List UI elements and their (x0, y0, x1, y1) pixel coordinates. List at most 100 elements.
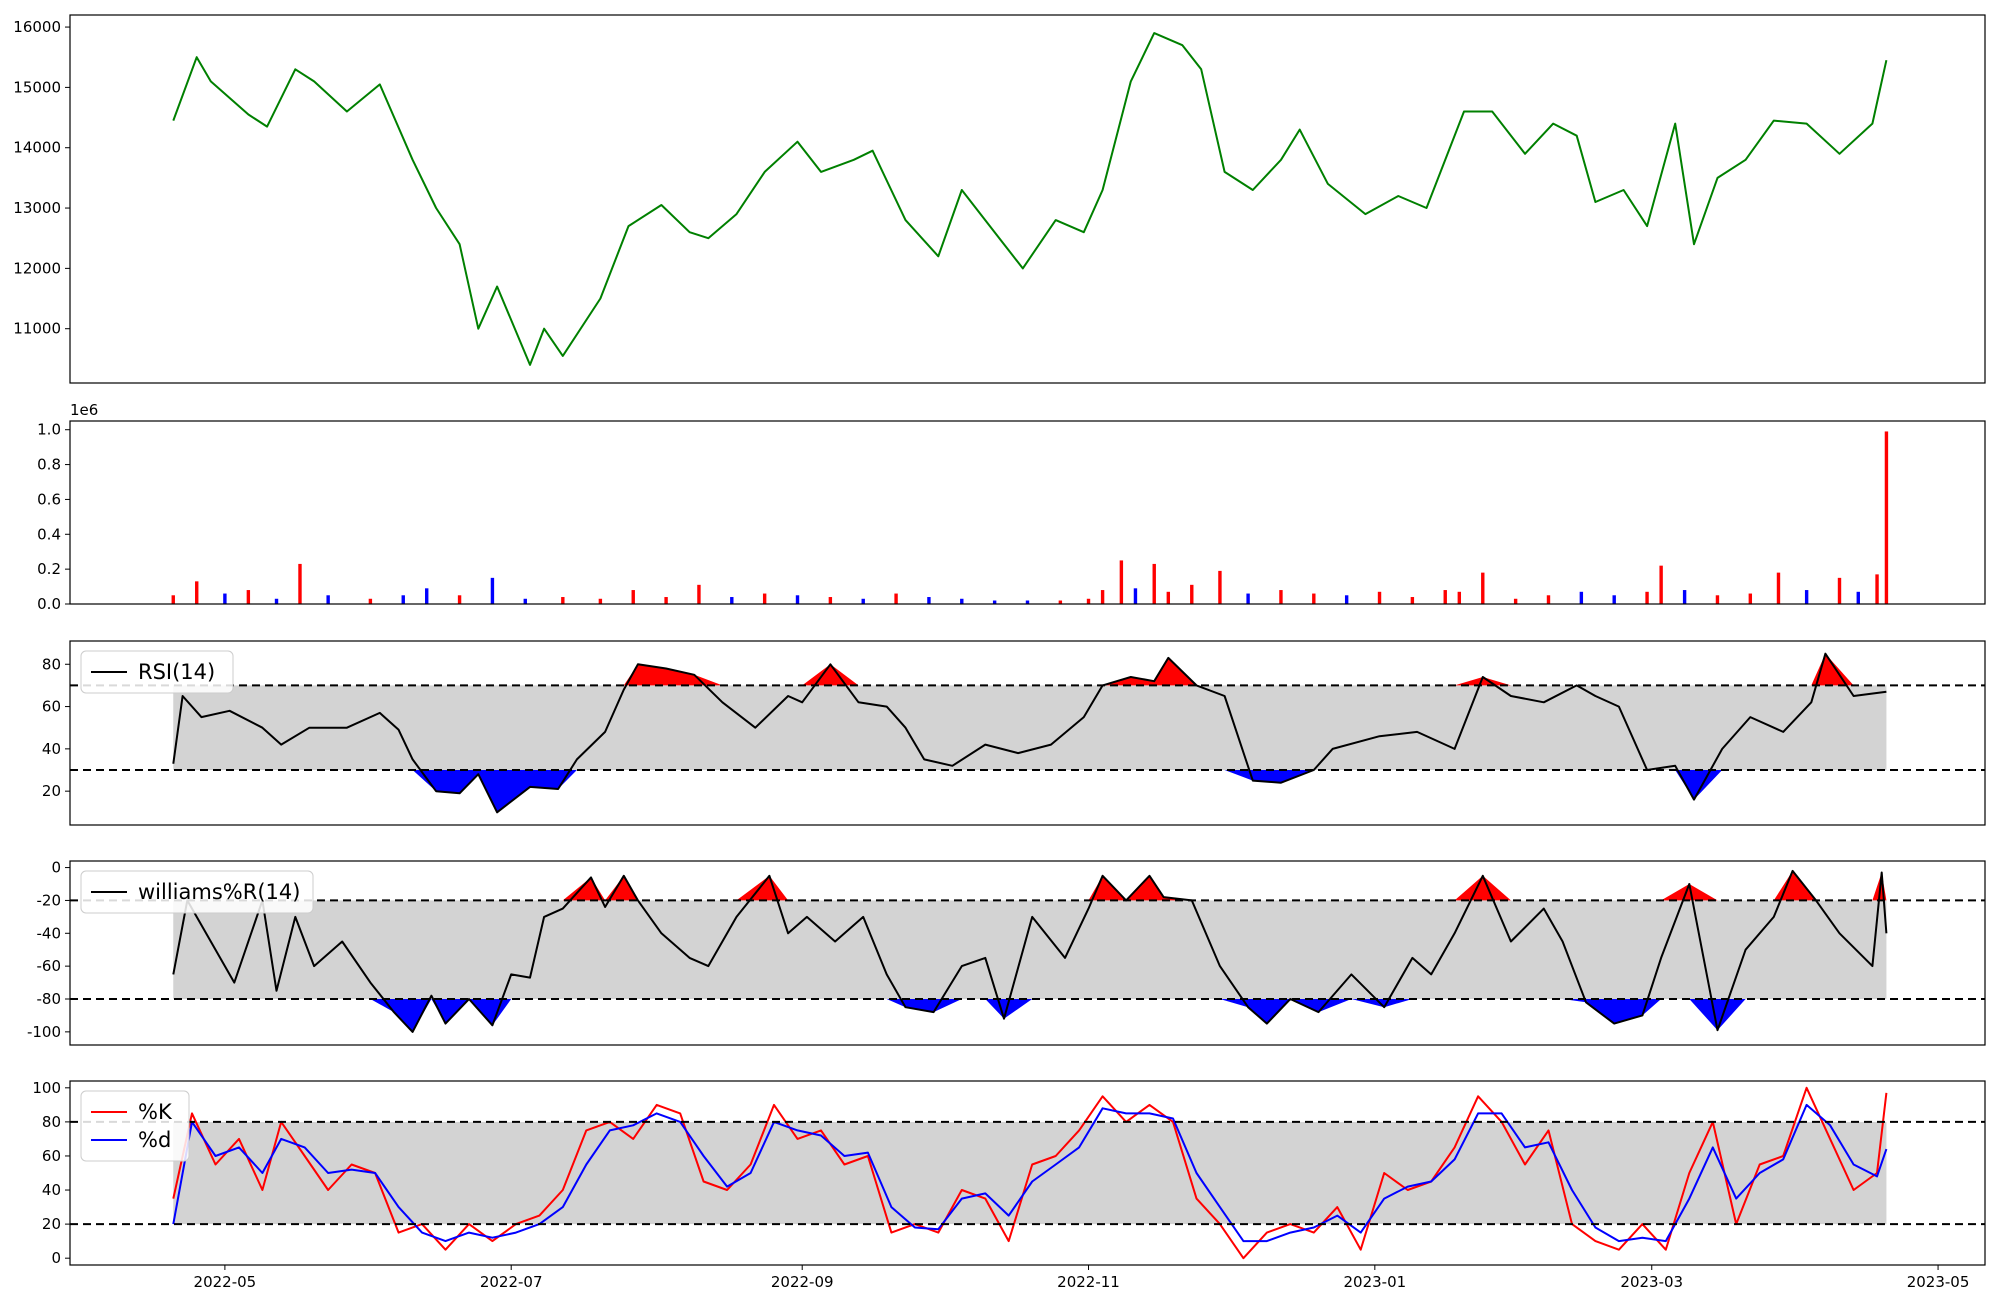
volume-bar (401, 595, 405, 604)
volume-bar (1546, 595, 1551, 604)
volume-bar (1645, 591, 1649, 604)
rsi-legend-label: RSI(14) (138, 660, 215, 684)
volume-bar (561, 597, 565, 604)
volume-bar (457, 595, 462, 604)
stochastic-d-line (172, 1103, 1888, 1243)
volume-bar (1086, 598, 1091, 604)
volume-bar (861, 598, 865, 604)
williams-legend-box (80, 870, 314, 914)
stochastic-panel: 0 20 40 60 80 100 %K %d (32, 1079, 1986, 1267)
volume-ytick-label: 0.4 (37, 525, 61, 543)
williams-ytick-label: -100 (27, 1023, 61, 1041)
volume-bar (1190, 584, 1194, 604)
volume-panel: 0.0 0.2 0.4 0.6 0.8 1.0 1e6 (37, 401, 1986, 613)
rsi-panel: 20 40 60 80 RSI(14) (42, 640, 1986, 826)
volume-ytick-label: 1.0 (37, 421, 61, 439)
volume-ytick-label: 0.8 (37, 456, 61, 474)
stochastic-ytick-label: 60 (42, 1147, 61, 1165)
price-line (172, 32, 1888, 366)
price-panel: 11000 12000 13000 14000 15000 16000 (13, 14, 1986, 384)
volume-bar (960, 598, 964, 604)
volume-bar (1682, 590, 1687, 604)
stochastic-legend-box (80, 1090, 190, 1162)
volume-bar (1884, 431, 1889, 604)
williams-line (172, 869, 1888, 1033)
volume-bar (1443, 590, 1447, 604)
volume-bar (1133, 588, 1138, 604)
williams-ytick-label: 0 (51, 859, 61, 877)
volume-bar (523, 598, 527, 604)
volume-bar (1152, 563, 1156, 604)
price-ytick-label: 16000 (13, 18, 61, 36)
stochastic-legend-label: %K (138, 1100, 173, 1124)
williams-ytick-label: -80 (37, 990, 62, 1008)
volume-bar (195, 581, 199, 604)
volume-bar (425, 588, 429, 604)
stochastic-k-line (172, 1086, 1888, 1260)
volume-bar (171, 595, 175, 604)
rsi-ytick-label: 60 (42, 698, 61, 716)
williams-ytick-label: -60 (37, 957, 62, 975)
volume-bar (1804, 590, 1809, 604)
volume-bar (1312, 593, 1316, 604)
volume-bar (1579, 591, 1584, 604)
volume-bar (1457, 591, 1462, 604)
rsi-ytick-label: 80 (42, 655, 61, 673)
volume-bar (1025, 600, 1030, 604)
stochastic-ytick-label: 40 (42, 1181, 61, 1199)
williams-axes-frame (69, 860, 1986, 1046)
volume-bar (1481, 572, 1485, 604)
price-ytick-label: 14000 (13, 139, 61, 157)
stochastic-ytick-label: 100 (32, 1079, 61, 1097)
volume-bar (894, 593, 898, 604)
volume-bar (246, 590, 251, 604)
volume-bar (697, 584, 701, 604)
volume-bar (1837, 577, 1842, 604)
volume-bar (1058, 600, 1063, 604)
rsi-legend-box (80, 650, 234, 694)
rsi-ytick-label: 40 (42, 740, 61, 758)
volume-bar (298, 563, 302, 604)
rsi-band (173, 685, 1887, 771)
volume-bar (1410, 597, 1415, 604)
x-tick-label: 2022-09 (771, 1273, 834, 1291)
price-axes-frame (69, 14, 1986, 384)
volume-bar (1715, 595, 1720, 604)
volume-bar (1748, 593, 1753, 604)
stochastic-ytick-label: 0 (51, 1249, 61, 1267)
rsi-ytick-label: 20 (42, 782, 61, 800)
price-ytick-label: 12000 (13, 259, 61, 277)
volume-bar (795, 595, 800, 604)
volume-bar (1377, 591, 1382, 604)
volume-bar (828, 597, 833, 604)
x-tick-label: 2022-11 (1057, 1273, 1120, 1291)
x-tick-label: 2023-01 (1343, 1273, 1406, 1291)
stochastic-axes-frame (69, 1080, 1986, 1266)
volume-bar (326, 595, 330, 604)
x-tick-label: 2022-07 (480, 1273, 543, 1291)
price-ytick-label: 15000 (13, 78, 61, 96)
volume-bar (1776, 572, 1781, 604)
rsi-axes-frame (69, 640, 1986, 826)
volume-axes-frame (69, 420, 1986, 605)
volume-bar (730, 597, 734, 604)
stochastic-legend-label: %d (138, 1128, 171, 1152)
volume-bar (368, 598, 373, 604)
x-tick-label: 2023-03 (1620, 1273, 1683, 1291)
price-ytick-label: 13000 (13, 199, 61, 217)
price-background (70, 15, 1985, 383)
volume-bar (223, 593, 227, 604)
volume-ytick-label: 0.2 (37, 560, 61, 578)
volume-bar (1279, 590, 1283, 604)
x-tick-label: 2022-05 (194, 1273, 257, 1291)
williams-ytick-label: -40 (37, 924, 62, 942)
williams-oversold-fill (173, 999, 1887, 1032)
volume-bar (1218, 570, 1222, 604)
volume-bar (1344, 595, 1349, 604)
volume-bar (1875, 574, 1879, 604)
volume-bar (1659, 565, 1663, 604)
volume-bar (1246, 593, 1250, 604)
volume-bar (1856, 591, 1860, 604)
volume-bar (927, 597, 931, 604)
